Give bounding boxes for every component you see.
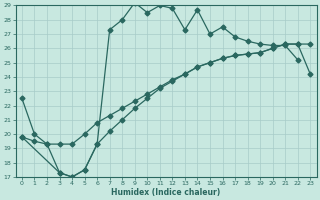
X-axis label: Humidex (Indice chaleur): Humidex (Indice chaleur) xyxy=(111,188,221,197)
